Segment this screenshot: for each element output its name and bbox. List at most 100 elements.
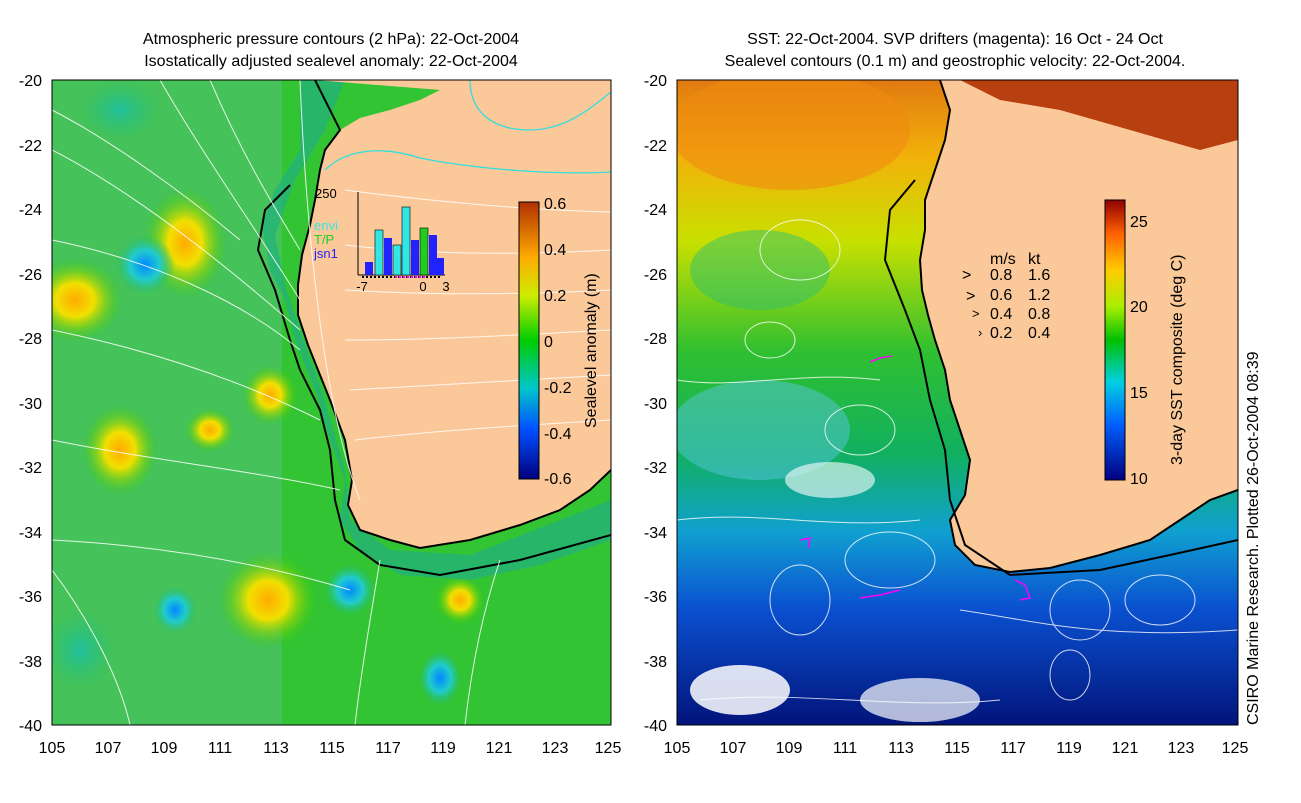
y-tick: -20 [19,73,42,90]
sst-colorbar-label: 3-day SST composite (deg C) [1169,255,1186,465]
x-tick: 109 [776,740,803,757]
velocity-legend-arrow-icon: > [966,288,975,305]
velocity-legend-header-ms: m/s [990,251,1016,268]
velocity-legend-kt: 1.2 [1028,287,1050,304]
y-tick: -28 [19,331,42,348]
left-title-line2: Isostatically adjusted sealevel anomaly:… [144,53,518,70]
sla-anomaly-high [242,365,298,425]
drifter-tracks [799,355,1032,601]
x-tick: 125 [1222,740,1249,757]
sla-anomaly-high [185,408,235,452]
velocity-legend-kt: 0.4 [1028,325,1050,342]
sla-colorbar: 0.6 0.4 0.2 0 -0.2 -0.4 -0.6 Sealevel an… [518,196,600,488]
velocity-legend-header-kt: kt [1028,251,1041,268]
inset-x-tick: 0 [419,279,426,294]
sla-colorbar-tick: -0.6 [544,471,572,488]
y-tick: -22 [19,138,42,155]
inset-y-label: 250 [315,186,337,201]
sst-colorbar-tick: 25 [1130,214,1148,231]
y-tick: -26 [19,267,42,284]
sla-anomaly-high [218,552,318,648]
inset-bar [365,262,373,275]
shelf-band [262,80,611,580]
y-tick: -30 [19,396,42,413]
inset-legend-tp: T/P [314,232,334,247]
sla-anomaly-high [82,405,158,495]
x-tick: 107 [720,740,747,757]
sla-colorbar-label: Sealevel anomaly (m) [583,273,600,428]
pressure-contour [469,80,611,131]
sla-anomaly-low [115,235,175,295]
x-tick: 113 [888,740,914,757]
land [920,80,1238,572]
right-title-line2: Sealevel contours (0.1 m) and geostrophi… [725,53,1186,70]
sst-cool-patch [690,230,830,310]
x-tick: 123 [1168,740,1195,757]
y-tick: -32 [644,460,667,477]
x-tick: 111 [833,740,857,757]
sla-anomaly-high [52,258,123,342]
sst-colorbar-tick: 15 [1130,385,1148,402]
y-tick: -28 [644,331,667,348]
y-tick: -24 [644,202,667,219]
velocity-legend-arrow-icon: › [978,325,982,340]
inset-bar [437,258,444,275]
cloud-patch [690,665,790,715]
x-tick: 121 [1112,740,1139,757]
velocity-legend-kt: 0.8 [1028,306,1050,323]
y-tick: -32 [19,460,42,477]
sealevel-contours [677,219,1238,704]
right-map-frame [676,79,1239,726]
sst-colorbar-tick: 10 [1130,471,1148,488]
y-tick: -40 [19,718,42,735]
sla-colorbar-tick: 0.4 [544,242,566,259]
x-tick: 123 [542,740,569,757]
velocity-legend-arrow-icon: > [972,306,980,321]
inset-bar [384,238,392,275]
sst-cool-patch [677,380,850,480]
velocity-legend-kt: 1.6 [1028,267,1050,284]
sst-warm-land-edge [960,80,1238,150]
sla-anomaly-low [52,610,115,690]
velocity-legend: m/s kt > > > › 0.8 1.6 0.6 1.2 0.4 0.8 0… [962,251,1050,342]
inset-bar [401,206,411,276]
y-tick: -24 [19,202,42,219]
sla-colorbar-tick: -0.4 [544,426,572,443]
sla-colorbar-tick: 0.6 [544,196,566,213]
left-map-frame [51,79,612,726]
shelf-edge-contour [256,184,611,577]
y-tick: -22 [644,138,667,155]
coastline [297,80,611,550]
inset-legend-jsn1: jsn1 [313,246,338,261]
sla-anomaly-high [435,575,485,625]
x-tick: 105 [39,740,66,757]
altimeter-inset: 250 -7 0 3 envi T/P jsn1 [313,186,450,294]
velocity-legend-ms: 0.6 [990,287,1012,304]
y-tick: -30 [644,396,667,413]
cloud-patch [785,462,875,498]
right-map [677,80,1238,725]
right-y-axis: -20 -22 -24 -26 -28 -30 -32 -34 -36 -38 … [644,73,667,735]
y-tick: -26 [644,267,667,284]
inset-bar [411,240,419,275]
left-title-line1: Atmospheric pressure contours (2 hPa): 2… [143,31,519,48]
x-tick: 115 [319,740,345,757]
right-x-axis: 105 107 109 111 113 115 117 119 121 123 … [664,740,1249,757]
y-tick: -34 [19,525,42,542]
velocity-legend-ms: 0.2 [990,325,1012,342]
x-tick: 115 [944,740,970,757]
coastline [918,80,1238,574]
x-tick: 119 [430,740,456,757]
pressure-contour [324,150,611,174]
sla-colorbar-tick: 0 [544,334,553,351]
y-tick: -38 [644,654,667,671]
inset-x-tick: 3 [442,279,449,294]
inset-x-tick: -7 [356,279,368,294]
x-tick: 109 [151,740,178,757]
inset-bar [429,235,437,275]
x-tick: 113 [263,740,289,757]
left-y-axis: -20 -22 -24 -26 -28 -30 -32 -34 -36 -38 … [19,73,42,735]
y-tick: -34 [644,525,667,542]
x-tick: 117 [375,740,401,757]
